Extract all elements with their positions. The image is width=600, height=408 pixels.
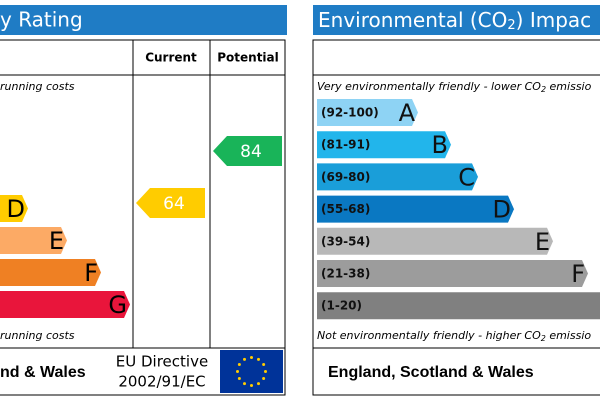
title-part: 2	[507, 18, 515, 33]
impact-band	[317, 163, 478, 191]
band-range: (21-38)	[321, 267, 370, 281]
note: Not environmentally friendly - higher CO…	[317, 329, 591, 343]
title-part: Environmental (CO	[318, 8, 507, 32]
star	[237, 363, 241, 366]
band-range: (39-54)	[321, 234, 370, 248]
header-bar	[0, 5, 287, 35]
impact-band	[317, 195, 514, 223]
band-letter: B	[432, 131, 448, 159]
rating-value: 64	[163, 194, 185, 214]
star	[237, 377, 241, 380]
panel-border	[312, 39, 600, 396]
note: Very environmentally friendly - lower CO…	[317, 80, 592, 94]
rating-arrow	[136, 188, 205, 218]
impact-band	[317, 260, 588, 287]
column-header: Current	[145, 51, 197, 65]
note-part: emissio	[546, 80, 592, 93]
band-letter: A	[399, 99, 416, 127]
panel-title: Environmental (CO2) Impac	[318, 8, 591, 33]
star	[264, 370, 267, 373]
region: England, Scotland & Wales	[328, 364, 534, 381]
star	[257, 357, 260, 361]
note-part: 2	[541, 334, 546, 343]
rating-band	[0, 195, 28, 222]
star	[250, 384, 253, 387]
star	[262, 363, 266, 366]
star	[250, 356, 253, 359]
eu-stars	[236, 356, 267, 387]
header-bar	[313, 5, 600, 35]
band-letter: E	[49, 227, 64, 255]
directive: 2002/91/EC	[118, 373, 205, 391]
column-header: Potential	[217, 51, 279, 65]
star	[257, 382, 260, 386]
impact-band	[317, 292, 600, 320]
rating-arrow	[213, 136, 282, 166]
panel-border	[0, 39, 286, 396]
note-part: 2	[541, 85, 546, 94]
band-letter: G	[108, 291, 127, 319]
panel-title: y Rating	[0, 8, 83, 32]
impact-band	[317, 99, 418, 126]
impact-band	[317, 227, 553, 255]
band-range: (55-68)	[321, 202, 370, 216]
rating-value: 84	[240, 142, 262, 162]
band-letter: D	[7, 195, 25, 223]
band-letter: C	[458, 163, 475, 191]
region: nd & Wales	[0, 364, 86, 381]
note-part: Very environmentally friendly - lower CO	[317, 80, 541, 93]
band-range: (1-20)	[321, 299, 362, 313]
band-range: (69-80)	[321, 170, 370, 184]
star	[243, 357, 246, 361]
band-letter: D	[493, 196, 511, 224]
directive: EU Directive	[116, 353, 208, 371]
rating-band	[0, 259, 101, 286]
title-part: ) Impac	[516, 8, 592, 32]
band-range: (92-100)	[321, 106, 379, 120]
star	[262, 377, 266, 380]
band-letter: F	[84, 259, 98, 287]
impact-band	[317, 131, 451, 159]
rating-band	[0, 227, 67, 254]
note: running costs	[0, 80, 75, 93]
band-letter: E	[535, 228, 550, 256]
note-part: emissio	[546, 329, 592, 342]
band-letter: F	[571, 260, 585, 288]
note: running costs	[0, 329, 75, 342]
star	[236, 370, 239, 373]
star	[243, 382, 246, 386]
band-range: (81-91)	[321, 138, 370, 152]
note-part: Not environmentally friendly - higher CO	[317, 329, 541, 342]
rating-band	[0, 291, 130, 318]
